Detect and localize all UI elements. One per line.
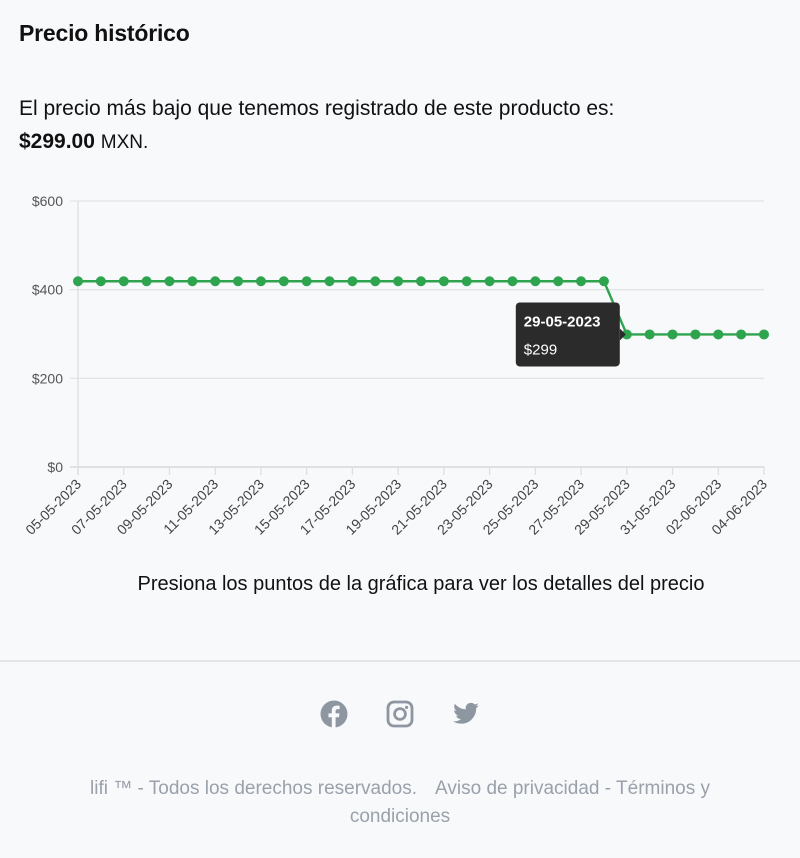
data-point[interactable] [507,276,518,287]
data-point[interactable] [95,276,106,287]
data-point[interactable] [621,329,632,340]
data-point[interactable] [598,276,609,287]
data-point[interactable] [233,276,244,287]
data-point[interactable] [759,329,769,340]
y-tick-label: $0 [47,459,63,475]
data-point[interactable] [438,276,449,287]
data-point[interactable] [736,329,747,340]
y-tick-label: $200 [32,370,63,386]
copyright-line: lifi ™ - Todos los derechos reservados. A… [40,775,760,831]
lowest-price-label: El precio más bajo que tenemos registrad… [19,97,615,120]
data-point[interactable] [164,276,175,287]
data-point[interactable] [484,276,495,287]
currency-label: MXN. [100,132,149,153]
data-point[interactable] [644,329,655,340]
data-point[interactable] [713,329,724,340]
data-point[interactable] [278,276,289,287]
data-point[interactable] [393,276,404,287]
data-point[interactable] [667,329,678,340]
data-point[interactable] [324,276,335,287]
twitter-icon[interactable] [452,700,480,728]
copyright-text: lifi ™ - Todos los derechos reservados. [90,778,418,799]
price-tooltip: 29-05-2023 $299 [515,302,626,367]
data-point[interactable] [576,276,587,287]
lowest-price-value: $299.00 [19,130,95,153]
data-point[interactable] [187,276,198,287]
data-point[interactable] [118,276,129,287]
data-point[interactable] [301,276,312,287]
footer-separator: - [604,778,612,799]
footer: lifi ™ - Todos los derechos reservados. A… [0,660,800,858]
data-point[interactable] [347,276,358,287]
data-point[interactable] [553,276,564,287]
data-point[interactable] [73,276,83,287]
y-tick-label: $400 [32,282,63,298]
terms-link[interactable]: Términos y condiciones [349,778,710,827]
data-point[interactable] [255,276,266,287]
data-point[interactable] [370,276,381,287]
data-point[interactable] [530,276,541,287]
tooltip-value: $299 [524,341,557,358]
y-tick-label: $600 [32,193,63,209]
data-point[interactable] [141,276,152,287]
lowest-price-text: El precio más bajo que tenemos registrad… [19,92,779,159]
data-point[interactable] [416,276,426,287]
facebook-icon[interactable] [320,700,348,728]
price-history-chart: $0$200$400$60005-05-202307-05-202309-05-… [22,193,770,538]
social-links [0,700,800,728]
instagram-icon[interactable] [386,700,414,728]
tooltip-date: 29-05-2023 [524,313,601,330]
page-title: Precio histórico [19,20,190,46]
data-point[interactable] [690,329,701,340]
data-point[interactable] [210,276,221,287]
data-point[interactable] [461,276,472,287]
privacy-link[interactable]: Aviso de privacidad [435,778,600,799]
chart-hint: Presiona los puntos de la gráfica para v… [137,573,705,595]
